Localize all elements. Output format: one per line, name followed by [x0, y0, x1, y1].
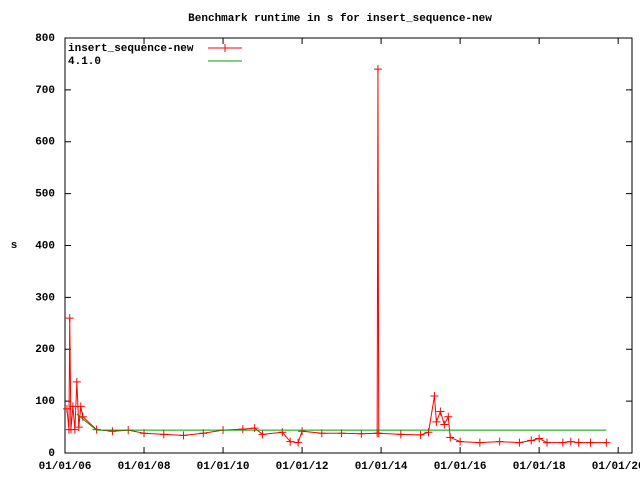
point-marker — [74, 423, 83, 432]
series-line — [76, 413, 607, 431]
x-tick-label: 01/01/14 — [355, 461, 408, 473]
x-tick-label: 01/01/18 — [513, 461, 566, 473]
plot-frame — [64, 37, 633, 454]
point-marker — [436, 407, 445, 416]
point-marker — [72, 377, 81, 386]
point-marker — [76, 402, 85, 411]
point-marker — [179, 431, 188, 440]
point-marker — [416, 430, 425, 439]
point-marker — [373, 65, 382, 74]
x-tick-label: 01/01/10 — [197, 461, 250, 473]
point-marker — [396, 430, 405, 439]
y-tick-label: 300 — [35, 292, 55, 304]
chart-title: Benchmark runtime in s for insert_sequen… — [188, 13, 492, 25]
point-marker — [432, 417, 441, 426]
point-marker — [535, 434, 544, 443]
point-marker — [566, 437, 575, 446]
point-marker — [574, 438, 583, 447]
y-tick-label: 400 — [35, 240, 55, 252]
point-marker — [430, 391, 439, 400]
point-marker — [446, 433, 455, 442]
point-marker — [456, 437, 465, 446]
series-line — [66, 69, 607, 444]
point-marker — [286, 437, 295, 446]
legend-label: 4.1.0 — [68, 56, 101, 68]
point-marker — [586, 438, 595, 447]
point-marker — [298, 427, 307, 436]
x-tick-label: 01/01/06 — [39, 461, 92, 473]
legend-marker — [221, 44, 229, 52]
y-tick-label: 0 — [48, 448, 55, 460]
y-tick-label: 100 — [35, 396, 55, 408]
y-tick-label: 500 — [35, 189, 55, 201]
point-marker — [294, 438, 303, 447]
y-tick-label: 700 — [35, 85, 55, 97]
y-tick-label: 600 — [35, 137, 55, 149]
y-axis-label: s — [11, 240, 18, 252]
y-tick-label: 200 — [35, 344, 55, 356]
point-marker — [475, 438, 484, 447]
x-tick-label: 01/01/08 — [118, 461, 171, 473]
point-marker — [62, 404, 71, 413]
point-marker — [444, 412, 453, 421]
x-tick-label: 01/01/20 — [592, 461, 640, 473]
point-marker — [495, 437, 504, 446]
point-marker — [543, 438, 552, 447]
point-marker — [258, 430, 267, 439]
point-marker — [515, 438, 524, 447]
point-marker — [65, 314, 74, 323]
point-marker — [238, 425, 247, 434]
point-marker — [68, 402, 77, 411]
y-tick-label: 800 — [35, 33, 55, 45]
point-marker — [278, 428, 287, 437]
point-marker — [527, 436, 536, 445]
legend-label: insert_sequence-new — [68, 43, 194, 55]
point-marker — [558, 438, 567, 447]
point-marker — [602, 438, 611, 447]
point-marker — [357, 429, 366, 438]
x-tick-label: 01/01/16 — [434, 461, 487, 473]
point-marker — [440, 420, 449, 429]
x-tick-label: 01/01/12 — [276, 461, 329, 473]
point-marker — [250, 424, 259, 433]
point-marker — [424, 428, 433, 437]
point-marker — [159, 430, 168, 439]
point-marker — [108, 427, 117, 436]
